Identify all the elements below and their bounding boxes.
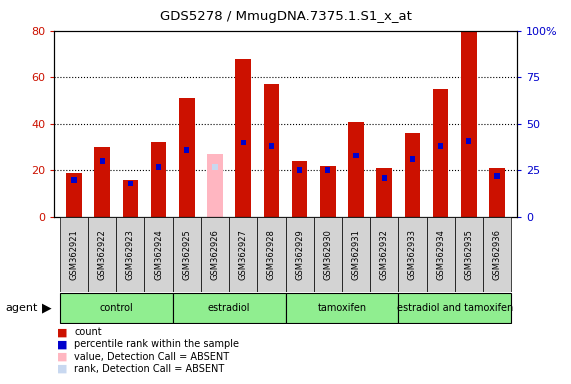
Bar — [184, 147, 190, 153]
FancyBboxPatch shape — [172, 217, 201, 292]
Text: agent: agent — [6, 303, 38, 313]
Text: GSM362922: GSM362922 — [98, 229, 107, 280]
Bar — [325, 167, 331, 173]
FancyBboxPatch shape — [370, 217, 399, 292]
Bar — [212, 164, 218, 170]
FancyBboxPatch shape — [286, 293, 399, 323]
Text: value, Detection Call = ABSENT: value, Detection Call = ABSENT — [74, 352, 230, 362]
Bar — [269, 143, 274, 149]
Bar — [348, 121, 364, 217]
FancyBboxPatch shape — [427, 217, 455, 292]
Text: estradiol: estradiol — [208, 303, 250, 313]
Bar — [156, 164, 161, 170]
Bar — [179, 98, 195, 217]
Bar — [264, 84, 279, 217]
Text: percentile rank within the sample: percentile rank within the sample — [74, 339, 239, 349]
Text: ■: ■ — [57, 327, 67, 337]
Bar — [353, 152, 359, 159]
Bar — [381, 175, 387, 181]
Text: ■: ■ — [57, 339, 67, 349]
Text: tamoxifen: tamoxifen — [317, 303, 367, 313]
FancyBboxPatch shape — [455, 217, 483, 292]
Text: estradiol and tamoxifen: estradiol and tamoxifen — [397, 303, 513, 313]
Bar — [292, 161, 307, 217]
Bar — [235, 59, 251, 217]
Bar — [376, 168, 392, 217]
Text: ■: ■ — [57, 364, 67, 374]
Bar — [240, 139, 246, 146]
Text: rank, Detection Call = ABSENT: rank, Detection Call = ABSENT — [74, 364, 224, 374]
Text: ■: ■ — [57, 352, 67, 362]
Text: GSM362924: GSM362924 — [154, 229, 163, 280]
Bar — [207, 154, 223, 217]
Bar — [71, 177, 77, 183]
FancyBboxPatch shape — [483, 217, 511, 292]
Text: GSM362928: GSM362928 — [267, 229, 276, 280]
FancyBboxPatch shape — [399, 293, 511, 323]
FancyBboxPatch shape — [258, 217, 286, 292]
FancyBboxPatch shape — [342, 217, 370, 292]
Text: GSM362929: GSM362929 — [295, 229, 304, 280]
Text: count: count — [74, 327, 102, 337]
Text: GSM362921: GSM362921 — [70, 229, 78, 280]
Bar — [66, 173, 82, 217]
FancyBboxPatch shape — [313, 217, 342, 292]
Text: GSM362936: GSM362936 — [493, 229, 501, 280]
FancyBboxPatch shape — [286, 217, 313, 292]
Bar — [94, 147, 110, 217]
Bar — [461, 31, 477, 217]
FancyBboxPatch shape — [229, 217, 258, 292]
Bar — [123, 180, 138, 217]
Bar — [320, 166, 336, 217]
Bar — [100, 158, 104, 164]
Text: GSM362927: GSM362927 — [239, 229, 248, 280]
Text: GSM362932: GSM362932 — [380, 229, 389, 280]
Text: GSM362935: GSM362935 — [464, 229, 473, 280]
Bar — [489, 168, 505, 217]
Bar — [151, 142, 166, 217]
FancyBboxPatch shape — [60, 217, 88, 292]
FancyBboxPatch shape — [60, 293, 172, 323]
Text: GDS5278 / MmugDNA.7375.1.S1_x_at: GDS5278 / MmugDNA.7375.1.S1_x_at — [159, 10, 412, 23]
Bar — [433, 89, 448, 217]
Bar — [297, 167, 302, 173]
Text: ▶: ▶ — [42, 302, 51, 314]
Bar — [438, 143, 443, 149]
FancyBboxPatch shape — [399, 217, 427, 292]
Bar — [405, 133, 420, 217]
FancyBboxPatch shape — [144, 217, 172, 292]
FancyBboxPatch shape — [116, 217, 144, 292]
Text: GSM362926: GSM362926 — [211, 229, 219, 280]
Text: GSM362931: GSM362931 — [352, 229, 360, 280]
Text: GSM362925: GSM362925 — [182, 229, 191, 280]
Text: GSM362934: GSM362934 — [436, 229, 445, 280]
Text: GSM362933: GSM362933 — [408, 229, 417, 280]
Bar — [467, 138, 471, 144]
FancyBboxPatch shape — [201, 217, 229, 292]
Bar — [494, 173, 500, 179]
FancyBboxPatch shape — [172, 293, 286, 323]
Text: GSM362923: GSM362923 — [126, 229, 135, 280]
Text: GSM362930: GSM362930 — [323, 229, 332, 280]
Text: control: control — [99, 303, 133, 313]
FancyBboxPatch shape — [88, 217, 116, 292]
Bar — [128, 180, 133, 186]
Bar — [410, 156, 415, 162]
